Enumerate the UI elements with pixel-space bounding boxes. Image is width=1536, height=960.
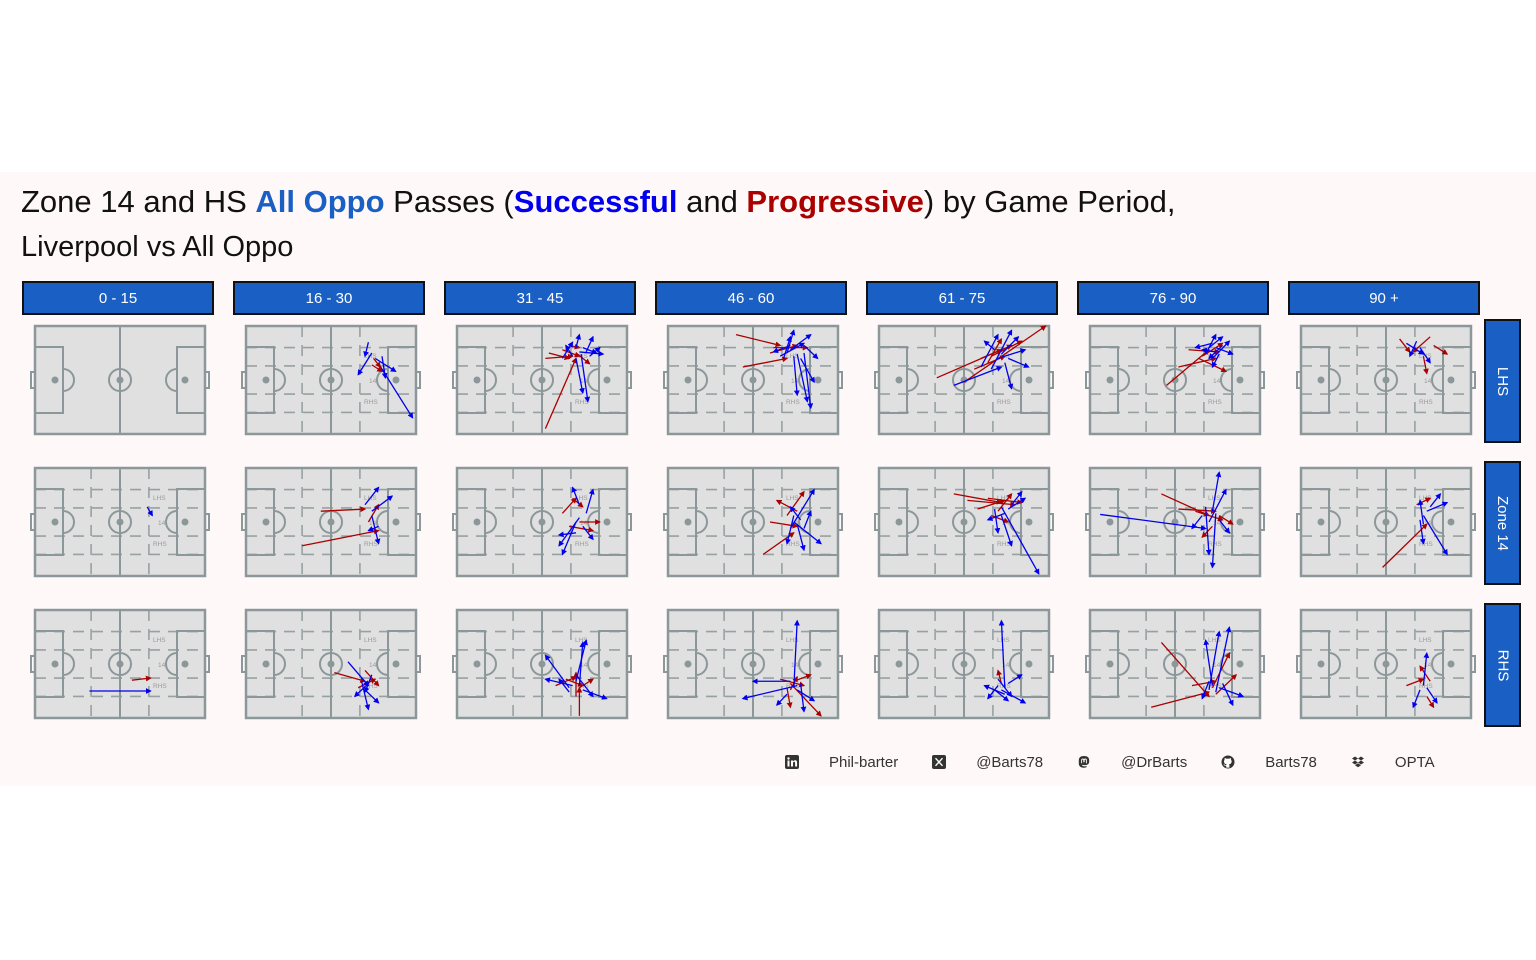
facet-strip-period: 90 + (1288, 281, 1480, 315)
facet-strip-zone: RHS (1484, 603, 1521, 727)
caption-item: Barts78 (1221, 754, 1317, 771)
dropbox-icon (1351, 755, 1365, 769)
caption-text: @DrBarts (1121, 753, 1188, 771)
caption-text: OPTA (1394, 753, 1435, 771)
caption-item: Phil-barter (785, 754, 898, 771)
facet-strip-zone: Zone 14 (1484, 461, 1521, 585)
caption-item: @DrBarts (1077, 754, 1187, 771)
plot-background (0, 172, 1536, 786)
mastodon-icon (1077, 755, 1091, 769)
title-text: and (677, 184, 747, 219)
title-text: Zone 14 and HS (21, 184, 256, 219)
facet-strip-period: 31 - 45 (444, 281, 636, 315)
facet-strip-period: 76 - 90 (1077, 281, 1269, 315)
facet-strip-period: 16 - 30 (233, 281, 425, 315)
caption-item: OPTA (1351, 754, 1435, 771)
title-text: Passes ( (384, 184, 514, 219)
title-progressive-highlight: Progressive (746, 184, 924, 219)
caption: Phil-barter @Barts78 @DrBarts Barts78 OP… (785, 751, 1469, 773)
title-successful-highlight: Successful (513, 184, 678, 219)
linkedin-icon (785, 755, 799, 769)
caption-text: Phil-barter (829, 753, 899, 771)
facet-strip-period: 61 - 75 (866, 281, 1058, 315)
caption-text: @Barts78 (976, 753, 1044, 771)
chart-title: Zone 14 and HS All Oppo Passes (Successf… (21, 184, 1175, 220)
caption-text: Barts78 (1265, 753, 1317, 771)
facet-strip-zone-label: Zone 14 (1494, 495, 1512, 551)
facet-strip-period: 0 - 15 (22, 281, 214, 315)
title-text: ) by Game Period, (923, 184, 1176, 219)
facet-strip-zone-label: RHS (1493, 649, 1511, 681)
facet-strip-period: 46 - 60 (655, 281, 847, 315)
facet-strip-zone: LHS (1484, 319, 1521, 443)
title-oppo-highlight: All Oppo (255, 184, 385, 219)
x-twitter-icon (932, 755, 947, 769)
chart-subtitle: Liverpool vs All Oppo (21, 231, 294, 263)
caption-item: @Barts78 (932, 754, 1043, 771)
facet-strip-zone-label: LHS (1494, 366, 1511, 396)
github-icon (1221, 755, 1235, 769)
